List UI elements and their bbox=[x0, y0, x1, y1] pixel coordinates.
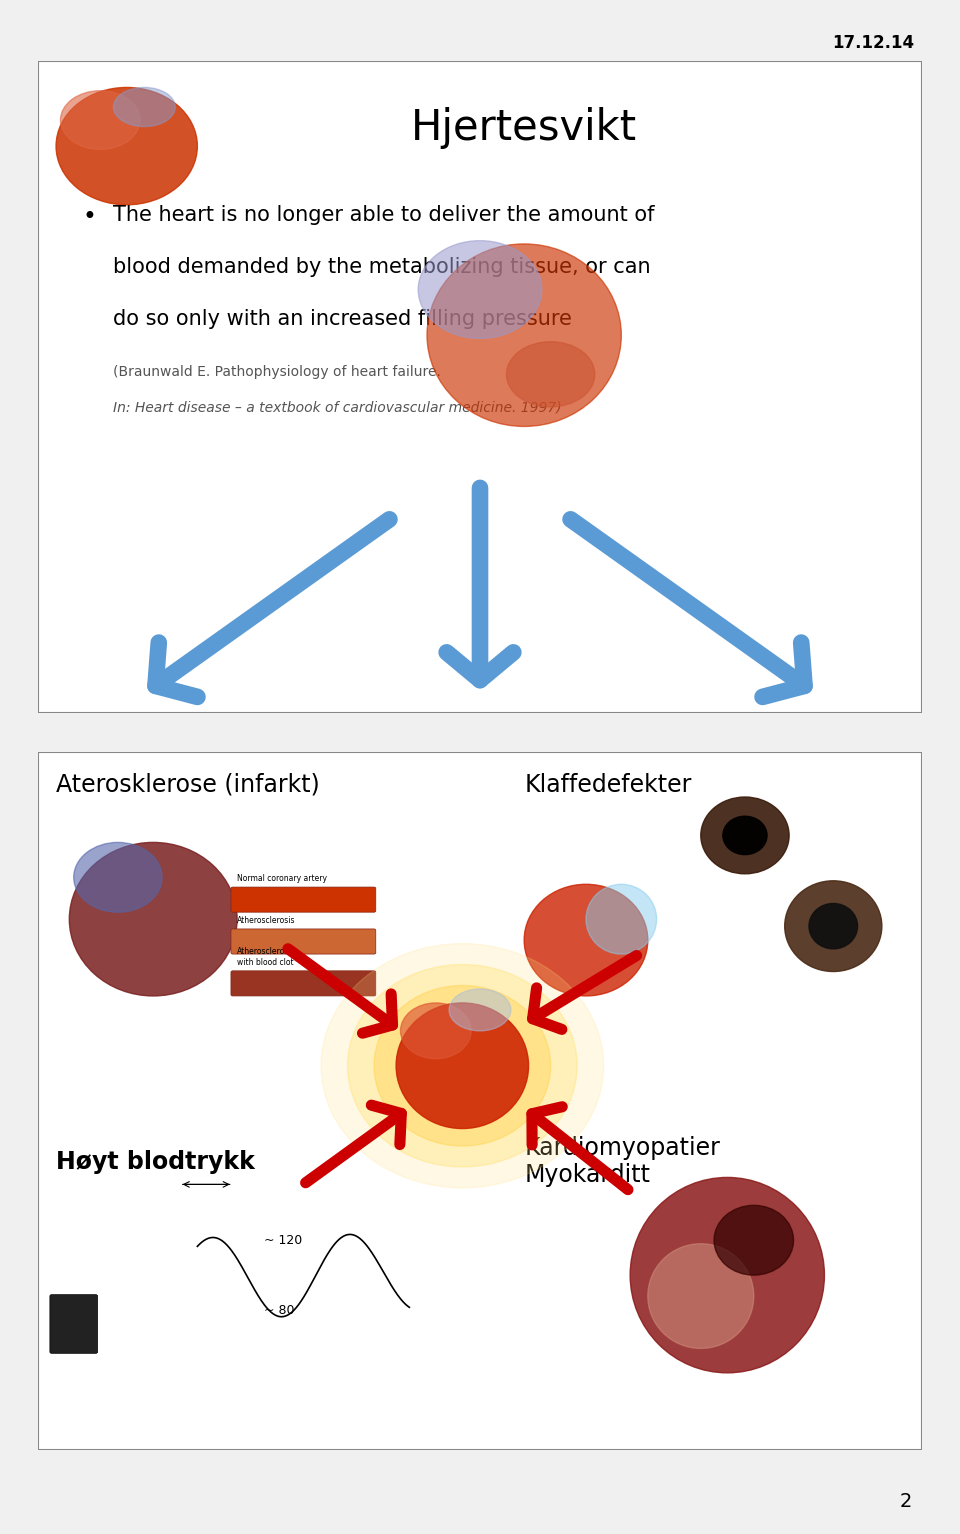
Ellipse shape bbox=[723, 816, 767, 854]
Text: 17.12.14: 17.12.14 bbox=[832, 34, 915, 52]
Text: In: Heart disease – a textbook of cardiovascular medicine. 1997): In: Heart disease – a textbook of cardio… bbox=[113, 400, 563, 414]
Ellipse shape bbox=[586, 884, 657, 954]
Ellipse shape bbox=[701, 798, 789, 874]
FancyBboxPatch shape bbox=[231, 930, 375, 954]
FancyBboxPatch shape bbox=[50, 1295, 98, 1353]
Text: do so only with an increased filling pressure: do so only with an increased filling pre… bbox=[113, 310, 572, 330]
Text: Hjertesvikt: Hjertesvikt bbox=[411, 107, 637, 149]
Ellipse shape bbox=[648, 1244, 754, 1348]
Ellipse shape bbox=[507, 342, 595, 407]
Ellipse shape bbox=[784, 881, 882, 971]
Text: ~ 80: ~ 80 bbox=[264, 1304, 294, 1316]
Text: blood demanded by the metabolizing tissue, or can: blood demanded by the metabolizing tissu… bbox=[113, 258, 651, 278]
Text: The heart is no longer able to deliver the amount of: The heart is no longer able to deliver t… bbox=[113, 206, 655, 225]
Ellipse shape bbox=[56, 87, 198, 206]
Ellipse shape bbox=[113, 87, 176, 127]
Ellipse shape bbox=[74, 842, 162, 913]
FancyBboxPatch shape bbox=[38, 61, 922, 713]
Text: 2: 2 bbox=[900, 1493, 912, 1511]
Ellipse shape bbox=[449, 989, 511, 1031]
FancyBboxPatch shape bbox=[38, 752, 922, 1450]
Text: Atherosclerosis
with blood clot: Atherosclerosis with blood clot bbox=[237, 946, 296, 966]
Ellipse shape bbox=[809, 904, 857, 950]
Text: Normal coronary artery: Normal coronary artery bbox=[237, 874, 327, 884]
Ellipse shape bbox=[400, 1003, 471, 1058]
Ellipse shape bbox=[714, 1206, 794, 1275]
Ellipse shape bbox=[630, 1178, 825, 1373]
Ellipse shape bbox=[69, 842, 237, 996]
Ellipse shape bbox=[396, 1003, 529, 1129]
Ellipse shape bbox=[374, 985, 551, 1146]
Ellipse shape bbox=[348, 965, 577, 1167]
Ellipse shape bbox=[60, 91, 140, 149]
Ellipse shape bbox=[427, 244, 621, 426]
Text: ~ 120: ~ 120 bbox=[264, 1233, 301, 1247]
Ellipse shape bbox=[419, 241, 541, 339]
Text: Høyt blodtrykk: Høyt blodtrykk bbox=[56, 1149, 255, 1174]
Text: Kardiomyopatier
Myokarditt: Kardiomyopatier Myokarditt bbox=[524, 1135, 720, 1187]
Text: (Braunwald E. Pathophysiology of heart failure.: (Braunwald E. Pathophysiology of heart f… bbox=[113, 365, 442, 379]
Ellipse shape bbox=[321, 943, 604, 1187]
Text: Klaffedefekter: Klaffedefekter bbox=[524, 773, 691, 796]
Text: Atherosclerosis: Atherosclerosis bbox=[237, 916, 296, 925]
Text: Aterosklerose (infarkt): Aterosklerose (infarkt) bbox=[56, 773, 320, 796]
Text: •: • bbox=[83, 206, 96, 229]
Ellipse shape bbox=[524, 884, 648, 996]
FancyBboxPatch shape bbox=[231, 971, 375, 996]
FancyBboxPatch shape bbox=[231, 887, 375, 913]
